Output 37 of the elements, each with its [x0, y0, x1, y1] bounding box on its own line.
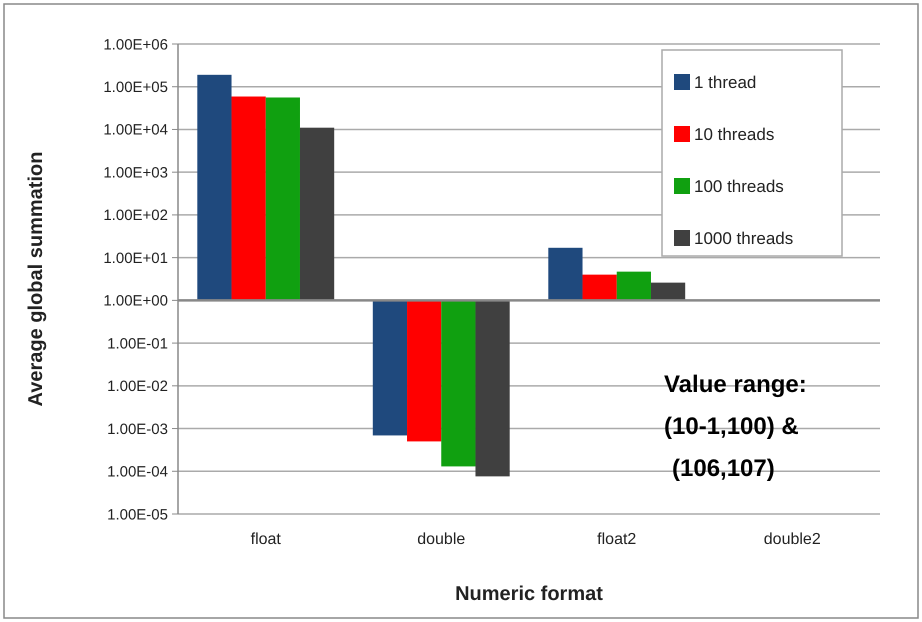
y-tick-label: 1.00E+00	[103, 292, 168, 310]
x-tick-label: double2	[764, 531, 821, 548]
x-tick-label: float2	[597, 531, 636, 548]
annotation: (10-1,100) &	[664, 413, 799, 440]
y-tick-label: 1.00E+04	[103, 122, 168, 139]
legend-label: 10 threads	[694, 124, 774, 144]
bar	[266, 97, 300, 300]
bar	[232, 96, 266, 300]
y-tick-label: 1.00E+03	[103, 164, 168, 182]
legend-label: 1000 threads	[694, 228, 794, 248]
y-tick-label: 1.00E+01	[103, 250, 168, 267]
y-tick-label: 1.00E-02	[107, 378, 168, 396]
bar	[616, 272, 651, 300]
bar	[407, 300, 442, 442]
y-tick-label: 1.00E-05	[107, 506, 168, 524]
bar	[582, 274, 617, 300]
x-tick-label: double	[417, 531, 466, 548]
bar	[650, 282, 686, 300]
bar	[372, 300, 408, 436]
annotation: Value range:	[664, 371, 807, 398]
y-tick-label: 1.00E-04	[107, 464, 168, 481]
y-tick-label: 1.00E-01	[107, 335, 168, 352]
bar	[441, 300, 476, 466]
bar	[300, 128, 334, 300]
y-tick-label: 1.00E-03	[107, 420, 168, 438]
y-tick-label: 1.00E+05	[103, 78, 168, 96]
y-axis-title: Average global summation	[25, 152, 47, 406]
y-tick-label: 1.00E+02	[103, 207, 168, 224]
bar	[475, 300, 510, 476]
bar	[197, 74, 232, 300]
legend-label: 1 thread	[694, 72, 756, 92]
bar	[548, 248, 583, 300]
x-tick-label: float	[250, 531, 282, 548]
legend-label: 100 threads	[694, 176, 784, 196]
annotation: (106,107)	[672, 455, 775, 482]
y-tick-label: 1.00E+06	[103, 36, 168, 54]
x-axis-title: Numeric format	[455, 583, 604, 605]
